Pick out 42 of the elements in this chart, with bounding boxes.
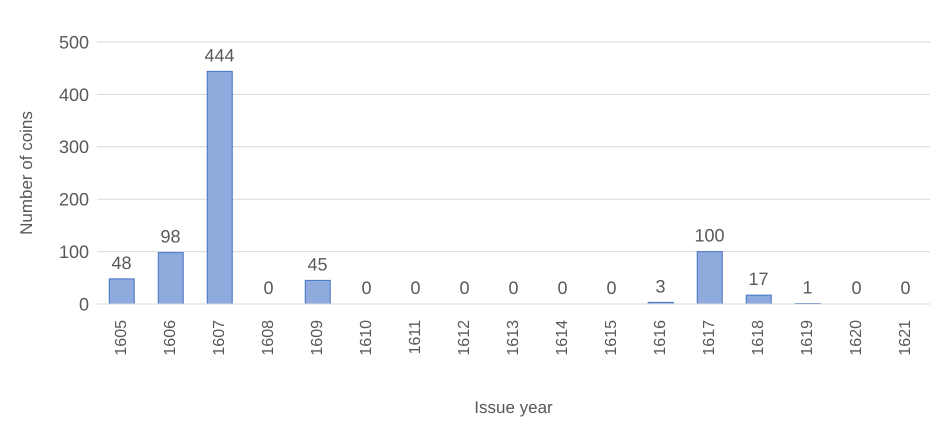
data-label: 0 [900, 278, 911, 298]
y-tick-label: 0 [78, 294, 89, 314]
data-label: 444 [204, 45, 235, 66]
data-label: 17 [748, 269, 769, 290]
data-label: 100 [694, 226, 725, 246]
x-tick-label: 1611 [407, 320, 424, 354]
data-label: 0 [459, 278, 470, 298]
x-tick-label: 1609 [309, 320, 326, 356]
data-label: 0 [508, 278, 519, 298]
data-label: 0 [263, 278, 274, 298]
x-tick-label: 1620 [848, 320, 865, 356]
x-tick-label: 1615 [603, 320, 620, 356]
x-tick-label: 1612 [456, 320, 473, 356]
x-tick-label: 1607 [211, 320, 228, 356]
y-tick-label: 300 [58, 137, 89, 158]
x-tick-label: 1617 [701, 320, 718, 356]
x-tick-label: 1610 [358, 320, 375, 356]
data-label: 0 [851, 278, 862, 298]
x-tick-label: 1619 [799, 320, 816, 356]
x-tick-label: 1621 [897, 320, 914, 356]
data-label: 0 [410, 278, 421, 298]
data-label: 48 [111, 252, 132, 273]
data-label: 3 [655, 276, 666, 296]
data-label: 0 [361, 278, 372, 298]
x-axis-title: Issue year [474, 398, 554, 417]
data-label: 1 [802, 277, 813, 298]
y-axis-title: Number of coins [17, 111, 36, 235]
x-tick-label: 1613 [505, 320, 522, 356]
x-tick-label: 1614 [554, 320, 571, 356]
data-label: 45 [307, 254, 328, 274]
data-label: 98 [160, 226, 181, 247]
y-tick-label: 100 [58, 242, 89, 262]
x-tick-label: 1605 [113, 320, 130, 356]
x-tick-label: 1608 [260, 320, 277, 356]
x-tick-label: 1606 [162, 320, 179, 356]
data-label: 0 [557, 278, 568, 298]
data-label: 0 [606, 278, 617, 298]
x-tick-label: 1616 [652, 320, 669, 356]
y-tick-label: 400 [58, 84, 89, 105]
x-tick-label: 1618 [750, 320, 767, 356]
y-tick-label: 500 [58, 32, 89, 52]
y-tick-label: 200 [58, 190, 89, 210]
